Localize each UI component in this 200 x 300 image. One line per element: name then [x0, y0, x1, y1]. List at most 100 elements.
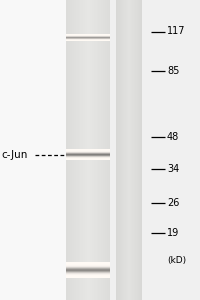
Bar	[95, 0, 96, 300]
Bar	[66, 275, 110, 276]
Bar	[108, 0, 109, 300]
Bar	[120, 0, 121, 300]
Bar	[66, 265, 110, 266]
Bar	[66, 157, 110, 158]
Bar	[66, 277, 110, 278]
Bar	[87, 0, 88, 300]
Bar	[140, 0, 141, 300]
Bar	[66, 35, 110, 36]
Bar	[66, 149, 110, 150]
Bar	[66, 155, 110, 156]
Bar	[66, 150, 110, 151]
Bar	[119, 0, 120, 300]
Bar	[69, 0, 70, 300]
Bar	[130, 0, 131, 300]
Bar	[126, 0, 127, 300]
Bar	[105, 0, 106, 300]
Bar	[66, 40, 110, 41]
Bar	[76, 0, 77, 300]
Bar	[66, 153, 110, 154]
Bar	[0, 0, 66, 300]
Bar	[66, 271, 110, 272]
Bar	[138, 0, 139, 300]
Bar	[66, 270, 110, 271]
Bar	[66, 154, 110, 155]
Bar	[66, 34, 110, 35]
Bar	[79, 0, 80, 300]
Bar	[66, 36, 110, 37]
Bar	[135, 0, 136, 300]
Bar	[66, 156, 110, 157]
Bar	[66, 264, 110, 265]
Bar	[81, 0, 83, 300]
Bar	[120, 0, 121, 300]
Bar	[125, 0, 126, 300]
Bar	[66, 0, 67, 300]
Bar	[137, 0, 138, 300]
Bar	[66, 149, 110, 150]
Bar	[66, 39, 110, 40]
Bar	[66, 38, 110, 39]
Bar	[66, 154, 110, 155]
Bar	[127, 0, 128, 300]
Bar	[66, 40, 110, 41]
Bar	[66, 153, 110, 154]
Bar	[77, 0, 78, 300]
Bar	[66, 152, 110, 153]
Bar	[66, 36, 110, 37]
Bar	[110, 0, 116, 300]
Bar	[129, 0, 130, 300]
Bar	[66, 35, 110, 36]
Bar	[66, 263, 110, 264]
Bar	[66, 35, 110, 36]
Bar	[66, 39, 110, 40]
Bar	[80, 0, 82, 300]
Bar	[72, 0, 74, 300]
Text: (kD): (kD)	[167, 256, 186, 266]
Bar	[86, 0, 87, 300]
Bar	[71, 0, 73, 300]
Bar	[66, 40, 110, 41]
Bar	[119, 0, 120, 300]
Bar	[123, 0, 124, 300]
Bar	[66, 35, 110, 36]
Bar	[66, 156, 110, 157]
Bar	[117, 0, 118, 300]
Bar	[75, 0, 76, 300]
Bar	[66, 263, 110, 264]
Bar	[66, 158, 110, 159]
Bar	[124, 0, 125, 300]
Bar	[66, 156, 110, 157]
Bar	[66, 40, 110, 41]
Bar	[106, 0, 108, 300]
Bar	[141, 0, 142, 300]
Bar	[131, 0, 132, 300]
Bar	[102, 0, 103, 300]
Bar	[66, 37, 110, 38]
Bar	[66, 265, 110, 266]
Bar	[106, 0, 107, 300]
Bar	[66, 150, 110, 151]
Bar	[66, 154, 110, 155]
Bar	[66, 37, 110, 38]
Bar	[116, 0, 117, 300]
Bar	[123, 0, 124, 300]
Bar	[124, 0, 125, 300]
Bar	[70, 0, 71, 300]
Bar	[66, 268, 110, 269]
Bar	[66, 150, 110, 151]
Bar	[66, 40, 110, 41]
Bar	[88, 0, 89, 300]
Bar	[66, 39, 110, 40]
Bar	[137, 0, 138, 300]
Bar	[66, 153, 110, 154]
Bar	[66, 151, 110, 152]
Bar	[66, 38, 110, 39]
Bar	[66, 273, 110, 274]
Bar	[66, 274, 110, 275]
Bar	[66, 273, 110, 274]
Bar	[100, 0, 101, 300]
Bar	[66, 269, 110, 270]
Bar	[66, 155, 110, 156]
Bar	[66, 266, 110, 267]
